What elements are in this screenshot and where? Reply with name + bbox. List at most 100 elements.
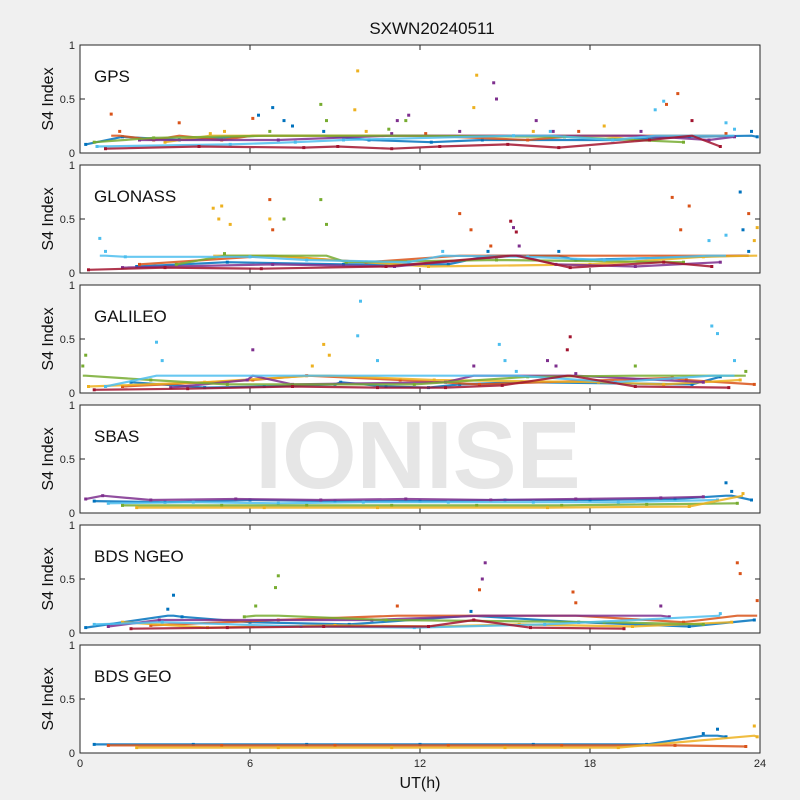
data-point [602, 124, 606, 128]
data-point [106, 501, 110, 505]
data-point [659, 496, 663, 500]
data-point [724, 481, 728, 485]
data-point [446, 743, 450, 747]
data-point [319, 102, 323, 106]
data-point [531, 500, 535, 504]
data-point [687, 204, 691, 208]
data-point [319, 198, 323, 202]
data-point [364, 129, 368, 133]
data-point [135, 746, 139, 750]
data-point [418, 499, 422, 503]
data-point [497, 342, 501, 346]
data-point [333, 743, 337, 747]
y-tick-label: 1 [69, 160, 75, 172]
data-point [347, 622, 351, 626]
data-point [274, 586, 277, 590]
data-point [322, 625, 326, 628]
panel-label: SBAS [94, 427, 139, 446]
series-5 [98, 233, 728, 264]
series-4 [135, 492, 745, 510]
data-point [662, 99, 666, 103]
panel-label: BDS GEO [94, 667, 171, 686]
data-point [514, 230, 518, 234]
data-point [356, 69, 360, 73]
data-point [92, 622, 96, 626]
data-point [744, 369, 748, 373]
data-point [177, 121, 181, 125]
data-point [690, 382, 694, 386]
y-tick-label: 1 [69, 640, 75, 652]
series-2 [135, 724, 759, 750]
data-point [398, 378, 402, 382]
data-point [251, 348, 255, 352]
y-tick-label: 1 [69, 520, 75, 532]
data-point [407, 260, 411, 264]
data-point [268, 217, 272, 221]
y-tick-label: 0.5 [60, 94, 75, 106]
y-tick-label: 0 [69, 508, 75, 520]
data-point [92, 140, 96, 144]
x-tick-label: 12 [414, 758, 426, 770]
data-point [526, 255, 530, 259]
data-point [342, 262, 345, 266]
series-3 [121, 501, 739, 507]
x-axis: 0 6 12 18 24 [77, 758, 766, 770]
panel-data [87, 190, 759, 272]
data-point [336, 145, 340, 148]
data-point [682, 260, 685, 264]
data-point [305, 258, 309, 262]
data-point [755, 599, 759, 603]
y-tick-label: 0 [69, 748, 75, 760]
panel-frame [79, 164, 761, 274]
data-point [310, 364, 314, 368]
data-point [469, 609, 473, 613]
data-point [667, 615, 671, 619]
data-point [633, 265, 637, 268]
data-point [707, 239, 711, 243]
data-point [412, 626, 416, 630]
data-point [551, 129, 555, 133]
data-point [529, 626, 532, 630]
data-point [327, 353, 331, 357]
data-point [172, 593, 175, 597]
y-axis-label: S4 Index [40, 67, 57, 130]
x-tick-label: 24 [754, 758, 766, 770]
data-point [376, 386, 379, 390]
panel-label: BDS NGEO [94, 547, 184, 566]
data-point [486, 249, 490, 253]
panel-label: GPS [94, 67, 130, 86]
data-point [469, 228, 473, 232]
data-point [534, 119, 538, 123]
data-point [489, 244, 493, 248]
data-point [744, 745, 748, 748]
data-point [662, 260, 666, 264]
data-point [568, 335, 572, 339]
data-point [568, 266, 572, 270]
data-point [752, 724, 756, 728]
data-point [149, 623, 153, 627]
series-6 [104, 119, 722, 151]
data-point [359, 299, 362, 303]
panel-data [84, 69, 759, 151]
data-point [344, 260, 348, 264]
data-point [208, 132, 212, 136]
panel-label: GLONASS [94, 187, 176, 206]
data-point [503, 359, 507, 363]
data-point [472, 364, 476, 368]
data-point [217, 217, 221, 221]
data-point [84, 626, 88, 630]
data-point [750, 129, 753, 133]
data-point [302, 146, 306, 150]
data-point [427, 625, 430, 628]
data-point [248, 255, 252, 259]
y-tick-label: 0.5 [60, 214, 75, 226]
data-point [718, 612, 722, 616]
data-point [718, 260, 722, 264]
series-baseline [82, 374, 746, 386]
data-point [509, 219, 513, 223]
data-point [276, 138, 280, 142]
data-point [718, 145, 722, 148]
data-point [557, 146, 561, 150]
data-point [724, 233, 728, 237]
data-point [687, 625, 691, 628]
